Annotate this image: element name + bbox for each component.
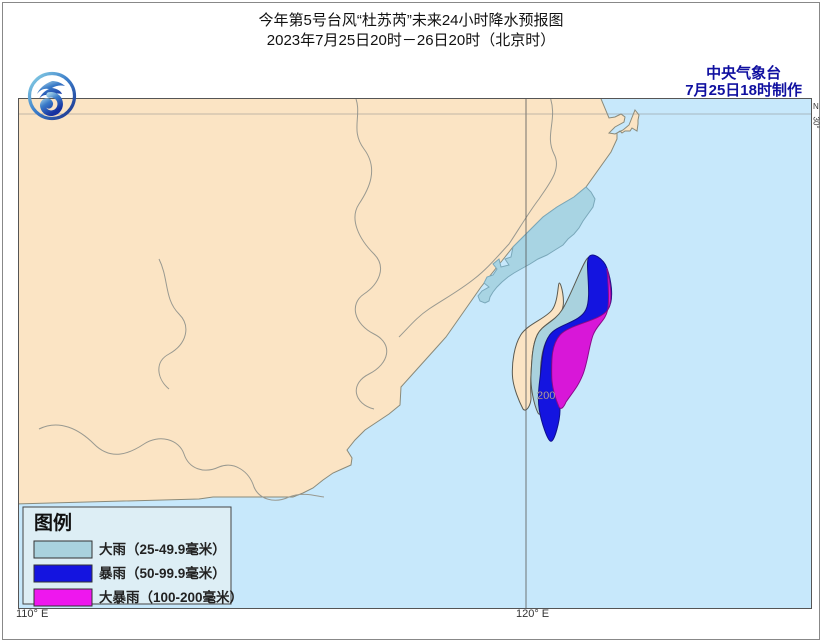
svg-text:大雨（25-49.9毫米）: 大雨（25-49.9毫米） xyxy=(99,541,226,557)
svg-text:暴雨（50-99.9毫米）: 暴雨（50-99.9毫米） xyxy=(98,565,226,581)
svg-text:图例: 图例 xyxy=(34,511,72,534)
svg-text:200: 200 xyxy=(537,390,555,402)
svg-text:大暴雨（100-200毫米）: 大暴雨（100-200毫米） xyxy=(99,589,243,605)
